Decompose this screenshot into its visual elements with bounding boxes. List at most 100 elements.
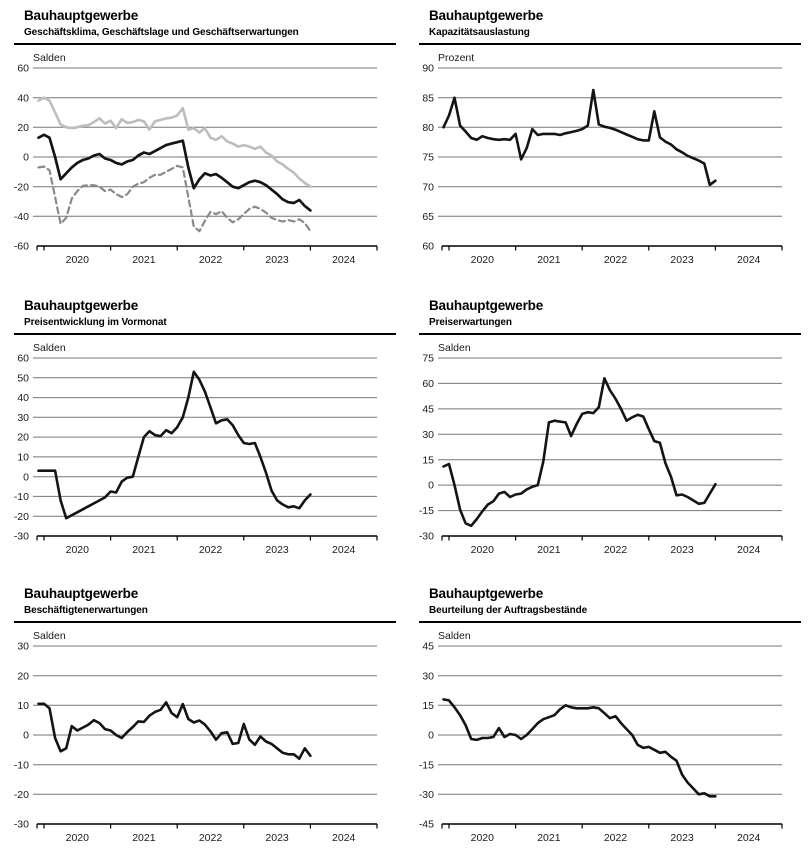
y-tick-label: -30	[419, 531, 434, 543]
title-rule	[419, 333, 801, 336]
series-Geschäftsklima	[37, 133, 312, 212]
title-rule	[14, 333, 396, 336]
y-tick-label: 30	[17, 412, 29, 424]
y-tick-label: 15	[422, 700, 434, 712]
y-tick-label: 20	[17, 122, 29, 134]
y-tick-label: 0	[23, 730, 29, 742]
x-tick-label: 2024	[737, 832, 761, 844]
y-tick-label: 20	[17, 432, 29, 444]
x-tick-label: 2020	[471, 544, 495, 556]
x-tick-label: 2024	[737, 544, 761, 556]
chart-subtitle: Preisentwicklung im Vormonat	[24, 317, 167, 328]
y-axis-unit-label: Salden	[33, 630, 66, 642]
y-tick-label: 65	[422, 211, 434, 223]
y-tick-label: 70	[422, 181, 434, 193]
x-tick-label: 2021	[537, 254, 561, 266]
title-rule	[419, 43, 801, 46]
y-tick-label: 30	[17, 641, 29, 653]
line-chart-auftragsbestaende: 45 30 15 0 -15 -30 -45 2020 2021 2022 2023 2024	[419, 641, 783, 844]
x-tick-label: 2023	[670, 254, 694, 266]
series-Beurteilung der Auftragsbestände	[442, 698, 717, 798]
chart-subtitle: Kapazitätsauslastung	[429, 27, 530, 38]
y-tick-label: -15	[419, 505, 434, 517]
chart-title: Bauhauptgewerbe	[24, 298, 139, 313]
y-tick-label: 10	[17, 452, 29, 464]
line-chart-preiserwartungen: 75 60 45 30 15 0 -15 -30 2020 2021 2022 2023 2024	[419, 353, 783, 556]
y-tick-label: 0	[23, 471, 29, 483]
y-tick-label: -30	[14, 531, 29, 543]
title-rule	[14, 621, 396, 624]
chart-panel-preiserwartungen: Bauhauptgewerbe Preiserwartungen Salden …	[405, 290, 810, 580]
x-tick-label: 2023	[670, 832, 694, 844]
y-tick-label: -30	[419, 789, 434, 801]
x-tick-label: 2024	[332, 544, 356, 556]
line-chart-kapazitaetsauslastung: 90 85 80 75 70 65 60 2020 2021 2022 2023 2024	[422, 63, 783, 266]
chart-panel-preisentwicklung: Bauhauptgewerbe Preisentwicklung im Vorm…	[0, 290, 405, 580]
x-tick-label: 2021	[132, 254, 156, 266]
x-tick-label: 2024	[332, 254, 356, 266]
x-tick-label: 2022	[199, 832, 223, 844]
y-axis-unit-label: Salden	[438, 342, 471, 354]
x-tick-label: 2020	[66, 544, 90, 556]
x-tick-label: 2020	[66, 254, 90, 266]
line-chart-geschaeftsklima: 60 40 20 0 -20 -40 -60 2020 2021 2022 2023 2024	[14, 63, 378, 266]
chart-subtitle: Preiserwartungen	[429, 317, 512, 328]
chart-title: Bauhauptgewerbe	[429, 586, 544, 601]
y-tick-label: 40	[17, 92, 29, 104]
x-tick-label: 2021	[537, 832, 561, 844]
y-tick-label: 15	[422, 454, 434, 466]
series-Kapazitätsauslastung	[442, 88, 717, 187]
y-tick-label: 60	[17, 63, 29, 75]
x-tick-label: 2020	[471, 254, 495, 266]
y-tick-label: 80	[422, 122, 434, 134]
series-Preisentwicklung im Vormonat	[37, 370, 312, 520]
y-tick-label: 60	[17, 353, 29, 365]
line-chart-beschaeftigtenerwartungen: 30 20 10 0 -10 -20 -30 2020 2021 2022 2023 2024	[14, 641, 378, 844]
y-tick-label: 45	[422, 404, 434, 416]
chart-subtitle: Beurteilung der Auftragsbestände	[429, 605, 588, 616]
y-tick-label: 85	[422, 92, 434, 104]
y-tick-label: 0	[428, 480, 434, 492]
y-tick-label: 0	[428, 730, 434, 742]
x-tick-label: 2022	[199, 544, 223, 556]
y-tick-label: -20	[14, 789, 29, 801]
x-tick-label: 2022	[604, 544, 628, 556]
y-axis-unit-label: Prozent	[438, 52, 475, 64]
x-tick-label: 2023	[265, 832, 289, 844]
y-tick-label: -30	[14, 819, 29, 831]
y-tick-label: 0	[23, 152, 29, 164]
y-tick-label: 90	[422, 63, 434, 75]
y-tick-label: 60	[422, 241, 434, 253]
title-rule	[419, 621, 801, 624]
chart-panel-geschaeftsklima: Bauhauptgewerbe Geschäftsklima, Geschäft…	[0, 0, 405, 290]
chart-title: Bauhauptgewerbe	[429, 8, 544, 23]
y-tick-label: 50	[17, 372, 29, 384]
y-tick-label: 75	[422, 152, 434, 164]
series-Preiserwartungen	[442, 376, 717, 528]
x-tick-label: 2022	[199, 254, 223, 266]
x-tick-label: 2022	[604, 832, 628, 844]
x-tick-label: 2023	[265, 254, 289, 266]
x-tick-label: 2024	[737, 254, 761, 266]
x-tick-label: 2023	[670, 544, 694, 556]
x-tick-label: 2023	[265, 544, 289, 556]
y-axis-unit-label: Salden	[438, 630, 471, 642]
x-tick-label: 2020	[471, 832, 495, 844]
y-tick-label: -10	[14, 491, 29, 503]
chart-panel-auftragsbestaende: Bauhauptgewerbe Beurteilung der Auftrags…	[405, 578, 810, 858]
chart-title: Bauhauptgewerbe	[24, 586, 139, 601]
y-tick-label: 60	[422, 378, 434, 390]
chart-panel-beschaeftigtenerwartungen: Bauhauptgewerbe Beschäftigtenerwartungen…	[0, 578, 405, 858]
x-tick-label: 2020	[66, 832, 90, 844]
x-tick-label: 2024	[332, 832, 356, 844]
series-Beschäftigtenerwartungen	[37, 701, 312, 760]
y-tick-label: -20	[14, 511, 29, 523]
y-tick-label: 45	[422, 641, 434, 653]
chart-subtitle: Geschäftsklima, Geschäftslage und Geschä…	[24, 27, 299, 38]
y-tick-label: -45	[419, 819, 434, 831]
y-tick-label: -10	[14, 759, 29, 771]
chart-subtitle: Beschäftigtenerwartungen	[24, 605, 148, 616]
y-tick-label: -15	[419, 759, 434, 771]
y-tick-label: -20	[14, 181, 29, 193]
